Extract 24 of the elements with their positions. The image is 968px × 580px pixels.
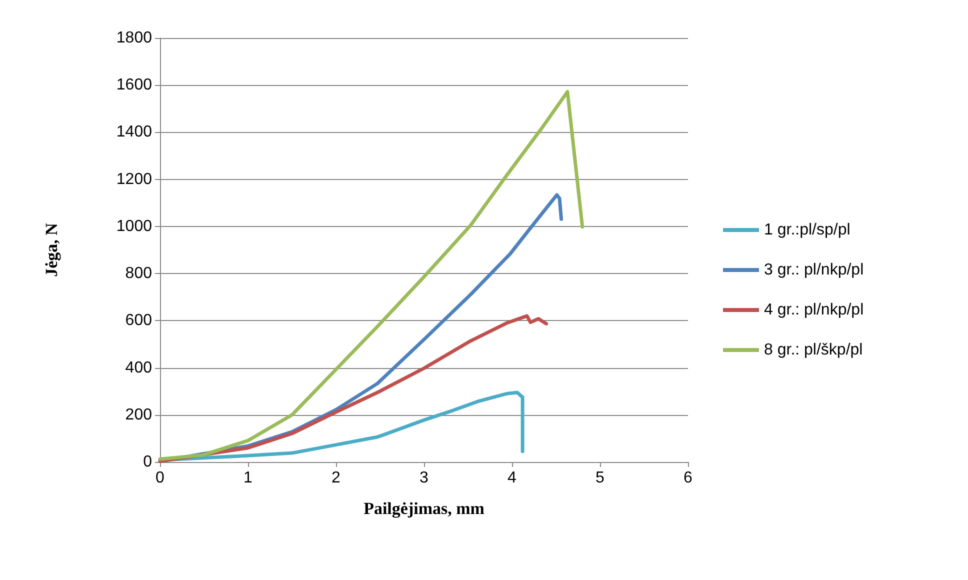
y-tick-label: 1200 — [116, 170, 152, 188]
x-tick-label: 0 — [156, 470, 165, 486]
y-tick-label: 1400 — [116, 124, 152, 141]
x-tick-label: 5 — [596, 470, 605, 486]
y-tick-label: 800 — [125, 265, 152, 282]
x-axis-title: Pailgėjimas, mm — [364, 499, 484, 518]
y-tick-label: 600 — [125, 312, 152, 330]
y-tick-label: 1000 — [116, 218, 152, 235]
legend-label: 1 gr.:pl/sp/pl — [764, 222, 850, 238]
x-tick-label: 6 — [684, 470, 693, 486]
legend-label: 3 gr.: pl/nkp/pl — [764, 262, 864, 278]
y-tick-label: 400 — [125, 359, 152, 376]
line-series — [158, 90, 584, 461]
y-tick-label: 1600 — [116, 76, 152, 94]
x-tick-label: 1 — [244, 470, 253, 486]
y-tick-label: 1800 — [116, 30, 152, 46]
x-tick-label: 2 — [332, 470, 341, 486]
y-tick-label: 0 — [143, 454, 152, 470]
y-axis-title: Jėga, N — [42, 222, 61, 277]
x-tick-label: 3 — [420, 470, 429, 486]
legend-label: 8 gr.: pl/škp/pl — [764, 342, 863, 358]
legend-label: 4 gr.: pl/nkp/pl — [764, 302, 864, 318]
y-tick-label: 200 — [125, 406, 152, 424]
x-tick-label: 4 — [508, 470, 517, 486]
